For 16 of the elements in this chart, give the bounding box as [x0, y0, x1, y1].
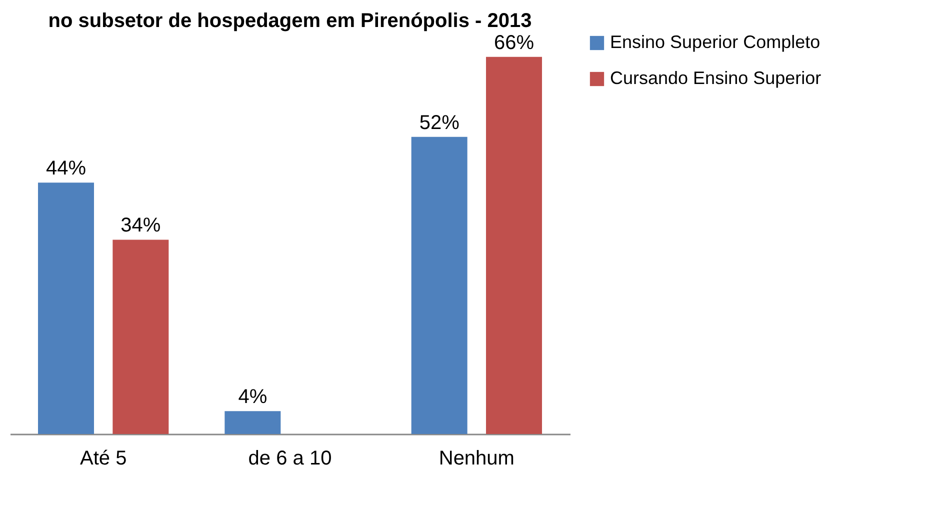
bar [411, 136, 468, 434]
chart-title: no subsetor de hospedagem em Pirenópolis - 2013 [48, 10, 532, 32]
bar [486, 56, 542, 434]
data-label: 44% [46, 158, 86, 180]
data-label: 34% [120, 214, 161, 237]
x-tick-label: Nenhum [438, 448, 514, 470]
x-tick-label: de 6 a 10 [248, 448, 332, 470]
data-label: 52% [419, 112, 460, 134]
bar [38, 182, 94, 434]
data-label: 66% [494, 32, 534, 54]
legend-label: Ensino Superior Completo [610, 32, 820, 52]
legend-label: Cursando Ensino Superior [610, 68, 822, 88]
bar [224, 411, 281, 434]
x-tick-label: Até 5 [80, 448, 127, 470]
bar [112, 240, 169, 434]
data-label: 4% [238, 386, 268, 408]
